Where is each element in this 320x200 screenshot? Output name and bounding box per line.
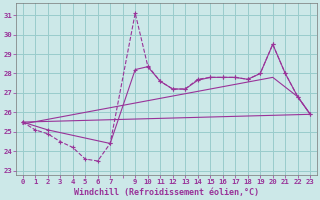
X-axis label: Windchill (Refroidissement éolien,°C): Windchill (Refroidissement éolien,°C): [74, 188, 259, 197]
